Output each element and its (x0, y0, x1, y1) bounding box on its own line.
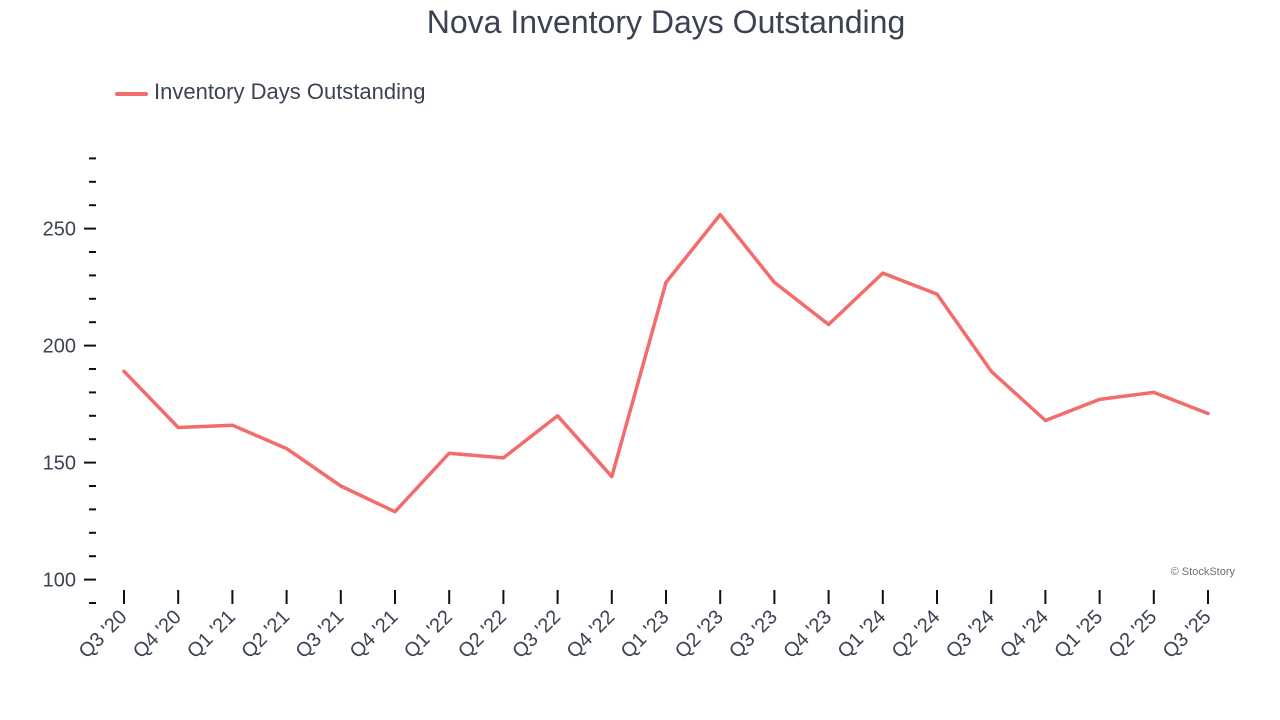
data-point (610, 475, 614, 479)
x-tick-label: Q3 '25 (1159, 606, 1216, 663)
data-point (1098, 397, 1102, 402)
data-point (176, 425, 180, 430)
data-point (664, 280, 668, 285)
data-point (501, 456, 505, 460)
data-point (230, 423, 234, 427)
x-tick-label: Q2 '23 (671, 606, 728, 663)
x-tick-label: Q3 '22 (508, 606, 565, 663)
x-tick-label: Q1 '24 (834, 606, 891, 663)
series-layer (122, 212, 1210, 514)
y-tick-label: 200 (43, 336, 76, 358)
x-tick-label: Q1 '21 (183, 606, 240, 663)
data-point (122, 369, 126, 373)
x-tick-label: Q4 '23 (779, 606, 836, 663)
data-point (1152, 390, 1156, 394)
data-point (447, 451, 451, 455)
y-axis: 100 150 200 250 (43, 157, 96, 604)
x-tick-label: Q3 '23 (725, 606, 782, 663)
data-point (772, 280, 777, 285)
data-point (827, 322, 831, 327)
data-point (989, 369, 993, 373)
x-tick-label: Q4 '20 (129, 606, 186, 663)
data-point (393, 510, 397, 514)
legend-label: Inventory Days Outstanding (154, 79, 425, 104)
legend: Inventory Days Outstanding (115, 79, 425, 104)
series-line (122, 212, 1210, 514)
data-point (285, 446, 289, 451)
credit-text: © StockStory (1171, 566, 1236, 578)
data-point (1206, 411, 1210, 416)
x-tick-label: Q4 '22 (563, 606, 620, 663)
x-tick-label: Q2 '25 (1105, 606, 1162, 663)
y-tick-label: 150 (43, 453, 76, 475)
x-tick-label: Q2 '22 (454, 606, 511, 663)
x-tick-label: Q3 '24 (942, 606, 999, 663)
data-point (556, 414, 560, 418)
data-point (881, 271, 885, 275)
x-tick-label: Q4 '24 (996, 606, 1053, 663)
x-tick-label: Q2 '21 (237, 606, 294, 663)
data-point (339, 484, 343, 488)
data-point (935, 292, 939, 296)
chart-title: Nova Inventory Days Outstanding (427, 4, 905, 40)
x-tick-label: Q3 '21 (292, 606, 349, 663)
x-tick-label: Q1 '23 (617, 606, 674, 663)
x-tick-label: Q4 '21 (346, 606, 403, 663)
x-tick-label: Q1 '25 (1050, 606, 1107, 663)
data-point (1043, 418, 1047, 423)
x-tick-label: Q1 '22 (400, 606, 457, 663)
y-tick-label: 100 (43, 570, 76, 592)
data-point (718, 212, 722, 217)
y-tick-label: 250 (43, 219, 76, 241)
x-tick-label: Q3 '20 (75, 606, 132, 663)
x-tick-label: Q2 '24 (888, 606, 945, 663)
